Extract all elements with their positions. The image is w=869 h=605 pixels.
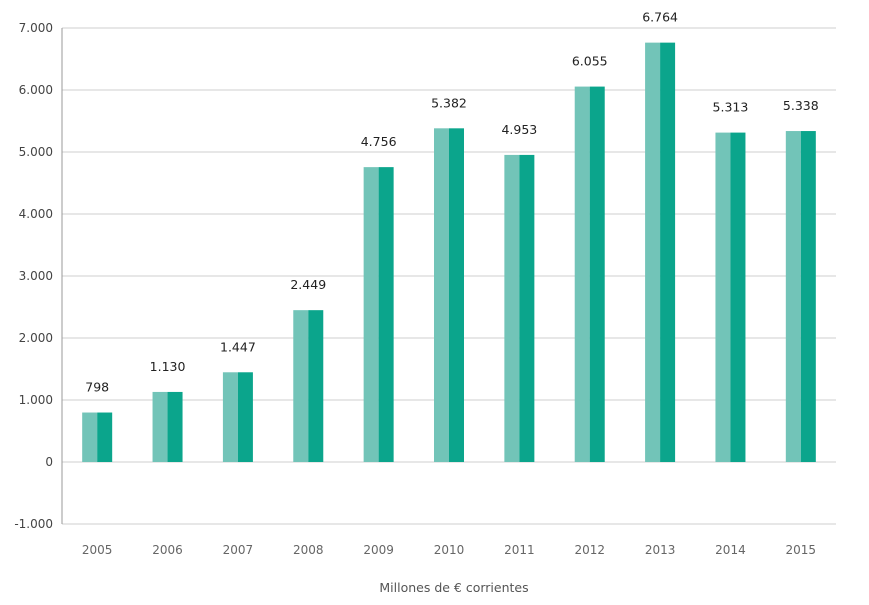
y-tick-label: -1.000	[14, 517, 53, 531]
bar-right-face	[589, 86, 605, 462]
x-tick-label: 2014	[715, 543, 746, 557]
data-label: 5.382	[431, 95, 467, 110]
y-tick-label: 5.000	[19, 145, 53, 159]
bar-right-face	[97, 412, 113, 462]
bar-left-face	[152, 391, 168, 462]
bar-left-face	[363, 167, 379, 463]
y-tick-label: 7.000	[19, 21, 53, 35]
bar-right-face	[308, 310, 324, 462]
x-tick-label: 2005	[82, 543, 113, 557]
bar-right-face	[660, 42, 676, 463]
x-tick-label: 2008	[293, 543, 324, 557]
bar	[293, 310, 324, 462]
data-label: 2.449	[290, 277, 326, 292]
bar	[504, 154, 535, 462]
x-tick-label: 2006	[152, 543, 183, 557]
x-tick-label: 2015	[786, 543, 817, 557]
data-label: 798	[85, 380, 109, 395]
bar	[434, 128, 464, 463]
y-tick-label: 0	[45, 455, 53, 469]
x-tick-label: 2010	[434, 543, 465, 557]
x-axis-label: Millones de € corrientes	[379, 580, 528, 595]
y-tick-label: 1.000	[19, 393, 53, 407]
x-axis-ticks: 2005 2006 2007 2008 2009 2010 2011 2012 2013 2014…	[82, 543, 816, 557]
bar-left-face	[222, 372, 238, 462]
bar-left-face	[434, 128, 449, 463]
y-tick-label: 6.000	[19, 83, 53, 97]
bar-left-face	[504, 154, 520, 462]
bar-left-face	[82, 412, 98, 462]
data-label: 6.764	[642, 10, 678, 25]
bar-right-face	[519, 154, 535, 462]
data-label: 4.953	[501, 122, 537, 137]
bar-right-face	[378, 167, 394, 463]
data-label: 4.756	[361, 134, 397, 149]
x-tick-label: 2009	[363, 543, 394, 557]
bar	[645, 42, 676, 463]
bar-left-face	[574, 86, 590, 462]
y-tick-label: 3.000	[19, 269, 53, 283]
data-label: 1.447	[220, 339, 256, 354]
x-tick-label: 2007	[223, 543, 254, 557]
x-tick-label: 2012	[574, 543, 605, 557]
bar-left-face	[645, 42, 661, 463]
bar	[363, 167, 394, 463]
bar-right-face	[167, 391, 183, 462]
bars	[82, 42, 816, 463]
bar-right-face	[449, 128, 464, 463]
x-tick-label: 2013	[645, 543, 676, 557]
bar	[574, 86, 605, 462]
y-tick-label: 2.000	[19, 331, 53, 345]
bar-left-face	[785, 131, 801, 462]
bar-left-face	[293, 310, 309, 462]
data-label: 6.055	[572, 54, 608, 69]
bar	[222, 372, 253, 462]
bar	[82, 412, 113, 462]
data-labels: 798 1.130 1.447 2.449 4.756 5.382 4.953 6.055 6.…	[85, 10, 818, 395]
bar-left-face	[715, 132, 731, 462]
data-label: 5.338	[783, 98, 819, 113]
x-tick-label: 2011	[504, 543, 535, 557]
data-label: 5.313	[713, 100, 749, 115]
bar-right-face	[730, 132, 746, 462]
y-axis-ticks: -1.000 0 1.000 2.000 3.000 4.000 5.000 6.000 7.0…	[14, 21, 53, 531]
bar	[785, 131, 816, 462]
bar-right-face	[800, 131, 816, 462]
bar	[152, 391, 183, 462]
y-tick-label: 4.000	[19, 207, 53, 221]
bar-right-face	[237, 372, 253, 462]
data-label: 1.130	[150, 359, 186, 374]
bar	[715, 132, 746, 462]
